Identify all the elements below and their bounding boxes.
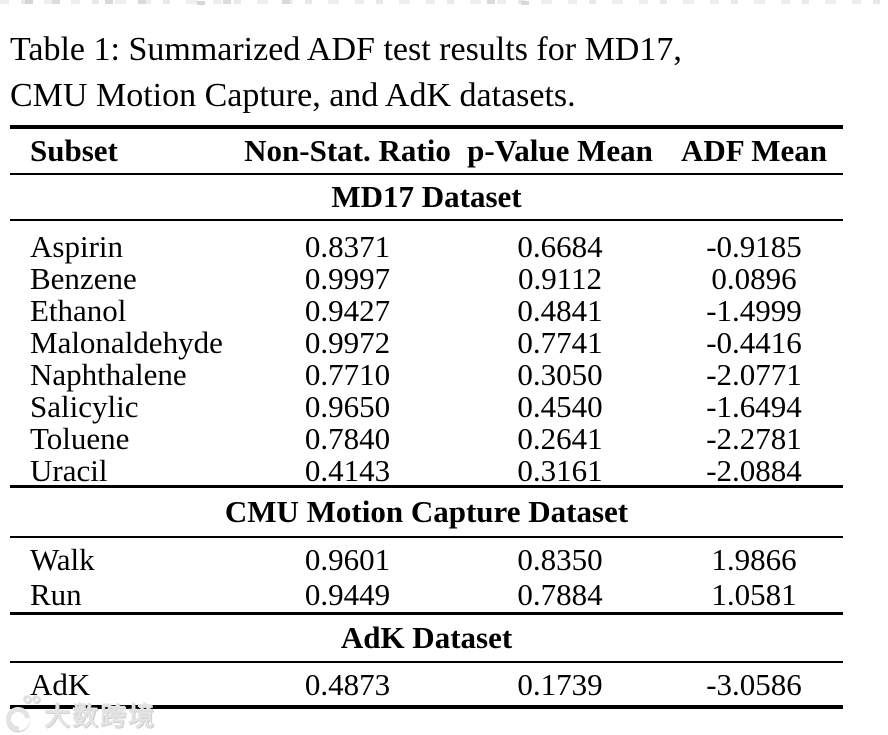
cell-adf-mean: -0.9185	[706, 229, 802, 264]
cell-subset: Naphthalene	[30, 357, 187, 392]
cmu-rows: Walk 0.9601 0.8350 1.9866 Run 0.9449 0.7…	[10, 538, 843, 612]
cell-subset: Toluene	[30, 421, 130, 456]
table-rule	[10, 661, 843, 663]
table-rule	[10, 173, 843, 175]
cell-p-value-mean: 0.2641	[517, 421, 603, 456]
adk-rows: AdK 0.4873 0.1739 -3.0586	[10, 663, 843, 705]
section-header-md17: MD17 Dataset	[331, 179, 522, 214]
table-caption: Table 1: Summarized ADF test results for…	[10, 27, 878, 119]
md17-rows: Aspirin 0.8371 0.6684 -0.9185 Benzene 0.…	[10, 221, 843, 488]
cell-subset: Walk	[30, 542, 95, 577]
table-row: Naphthalene 0.7710 0.3050 -2.0771	[10, 357, 843, 392]
cell-adf-mean: -1.4999	[706, 293, 802, 328]
cell-adf-mean: -1.6494	[706, 389, 802, 424]
table-row: Benzene 0.9997 0.9112 0.0896	[10, 261, 843, 296]
watermark: 大数跨境	[3, 691, 157, 733]
table-row: Malonaldehyde 0.9972 0.7741 -0.4416	[10, 325, 843, 360]
table-rule	[10, 219, 843, 221]
cell-subset: Run	[30, 577, 82, 612]
cell-p-value-mean: 0.3161	[517, 453, 603, 488]
cell-adf-mean: -2.0884	[706, 453, 802, 488]
cell-non-stat-ratio: 0.9972	[304, 325, 391, 360]
cell-non-stat-ratio: 0.9449	[304, 577, 391, 612]
adf-results-table: Subset Non-Stat. Ratio p-Value Mean ADF …	[10, 125, 843, 709]
cell-adf-mean: 1.0581	[711, 577, 797, 612]
cell-non-stat-ratio: 0.9427	[304, 293, 391, 328]
header-p-value-mean: p-Value Mean	[467, 133, 653, 168]
cell-adf-mean: -3.0586	[706, 667, 802, 702]
cell-adf-mean: -0.4416	[706, 325, 802, 360]
cell-non-stat-ratio: 0.8371	[304, 229, 391, 264]
header-non-stat-ratio: Non-Stat. Ratio	[244, 133, 451, 168]
cropped-text-remnant	[0, 0, 888, 6]
table-rule	[10, 485, 843, 488]
header-adf-mean: ADF Mean	[680, 133, 828, 168]
cell-p-value-mean: 0.4841	[517, 293, 603, 328]
table-row: Salicylic 0.9650 0.4540 -1.6494	[10, 389, 843, 424]
table-rule	[10, 612, 843, 615]
cell-p-value-mean: 0.1739	[517, 667, 603, 702]
cell-p-value-mean: 0.8350	[517, 542, 603, 577]
cell-p-value-mean: 0.4540	[517, 389, 603, 424]
cell-subset: Malonaldehyde	[30, 325, 223, 360]
cell-subset: Ethanol	[30, 293, 127, 328]
table-rule-top	[10, 125, 843, 129]
cell-non-stat-ratio: 0.9997	[304, 261, 391, 296]
cell-p-value-mean: 0.6684	[517, 229, 603, 264]
header-subset: Subset	[30, 133, 118, 168]
section-header-adk: AdK Dataset	[340, 620, 513, 655]
cell-subset: Aspirin	[30, 229, 123, 264]
cell-adf-mean: 0.0896	[711, 261, 797, 296]
table-row: Uracil 0.4143 0.3161 -2.0884	[10, 453, 843, 488]
table-row: Ethanol 0.9427 0.4841 -1.4999	[10, 293, 843, 328]
cell-non-stat-ratio: 0.4873	[304, 667, 391, 702]
cell-adf-mean: -2.0771	[706, 357, 802, 392]
cell-non-stat-ratio: 0.9650	[304, 389, 391, 424]
cell-non-stat-ratio: 0.4143	[304, 453, 391, 488]
table-rule	[10, 536, 843, 538]
cell-non-stat-ratio: 0.9601	[304, 542, 391, 577]
table-header-row: Subset Non-Stat. Ratio p-Value Mean ADF …	[10, 129, 843, 173]
section-header-cmu: CMU Motion Capture Dataset	[224, 494, 629, 529]
table-row: Toluene 0.7840 0.2641 -2.2781	[10, 421, 843, 456]
cell-p-value-mean: 0.3050	[517, 357, 603, 392]
cell-subset: AdK	[30, 667, 91, 702]
cell-non-stat-ratio: 0.7710	[304, 357, 391, 392]
table-rule-bottom	[10, 705, 843, 709]
cell-adf-mean: -2.2781	[706, 421, 802, 456]
caption-line-1: Table 1: Summarized ADF test results for…	[10, 31, 682, 68]
table-row: AdK 0.4873 0.1739 -3.0586	[10, 665, 843, 705]
cell-subset: Uracil	[30, 453, 108, 488]
cell-p-value-mean: 0.7741	[517, 325, 603, 360]
cell-subset: Benzene	[30, 261, 137, 296]
cell-non-stat-ratio: 0.7840	[304, 421, 391, 456]
table-row: Run 0.9449 0.7884 1.0581	[10, 577, 843, 612]
cell-p-value-mean: 0.9112	[517, 261, 603, 296]
watermark-text: 大数跨境	[44, 702, 157, 732]
caption-line-2: CMU Motion Capture, and AdK datasets.	[10, 77, 576, 114]
cell-p-value-mean: 0.7884	[517, 577, 603, 612]
table-row: Aspirin 0.8371 0.6684 -0.9185	[10, 229, 843, 264]
cell-subset: Salicylic	[30, 389, 139, 424]
watermark-logo-icon	[3, 691, 39, 731]
table-row: Walk 0.9601 0.8350 1.9866	[10, 542, 843, 577]
cell-adf-mean: 1.9866	[711, 542, 797, 577]
